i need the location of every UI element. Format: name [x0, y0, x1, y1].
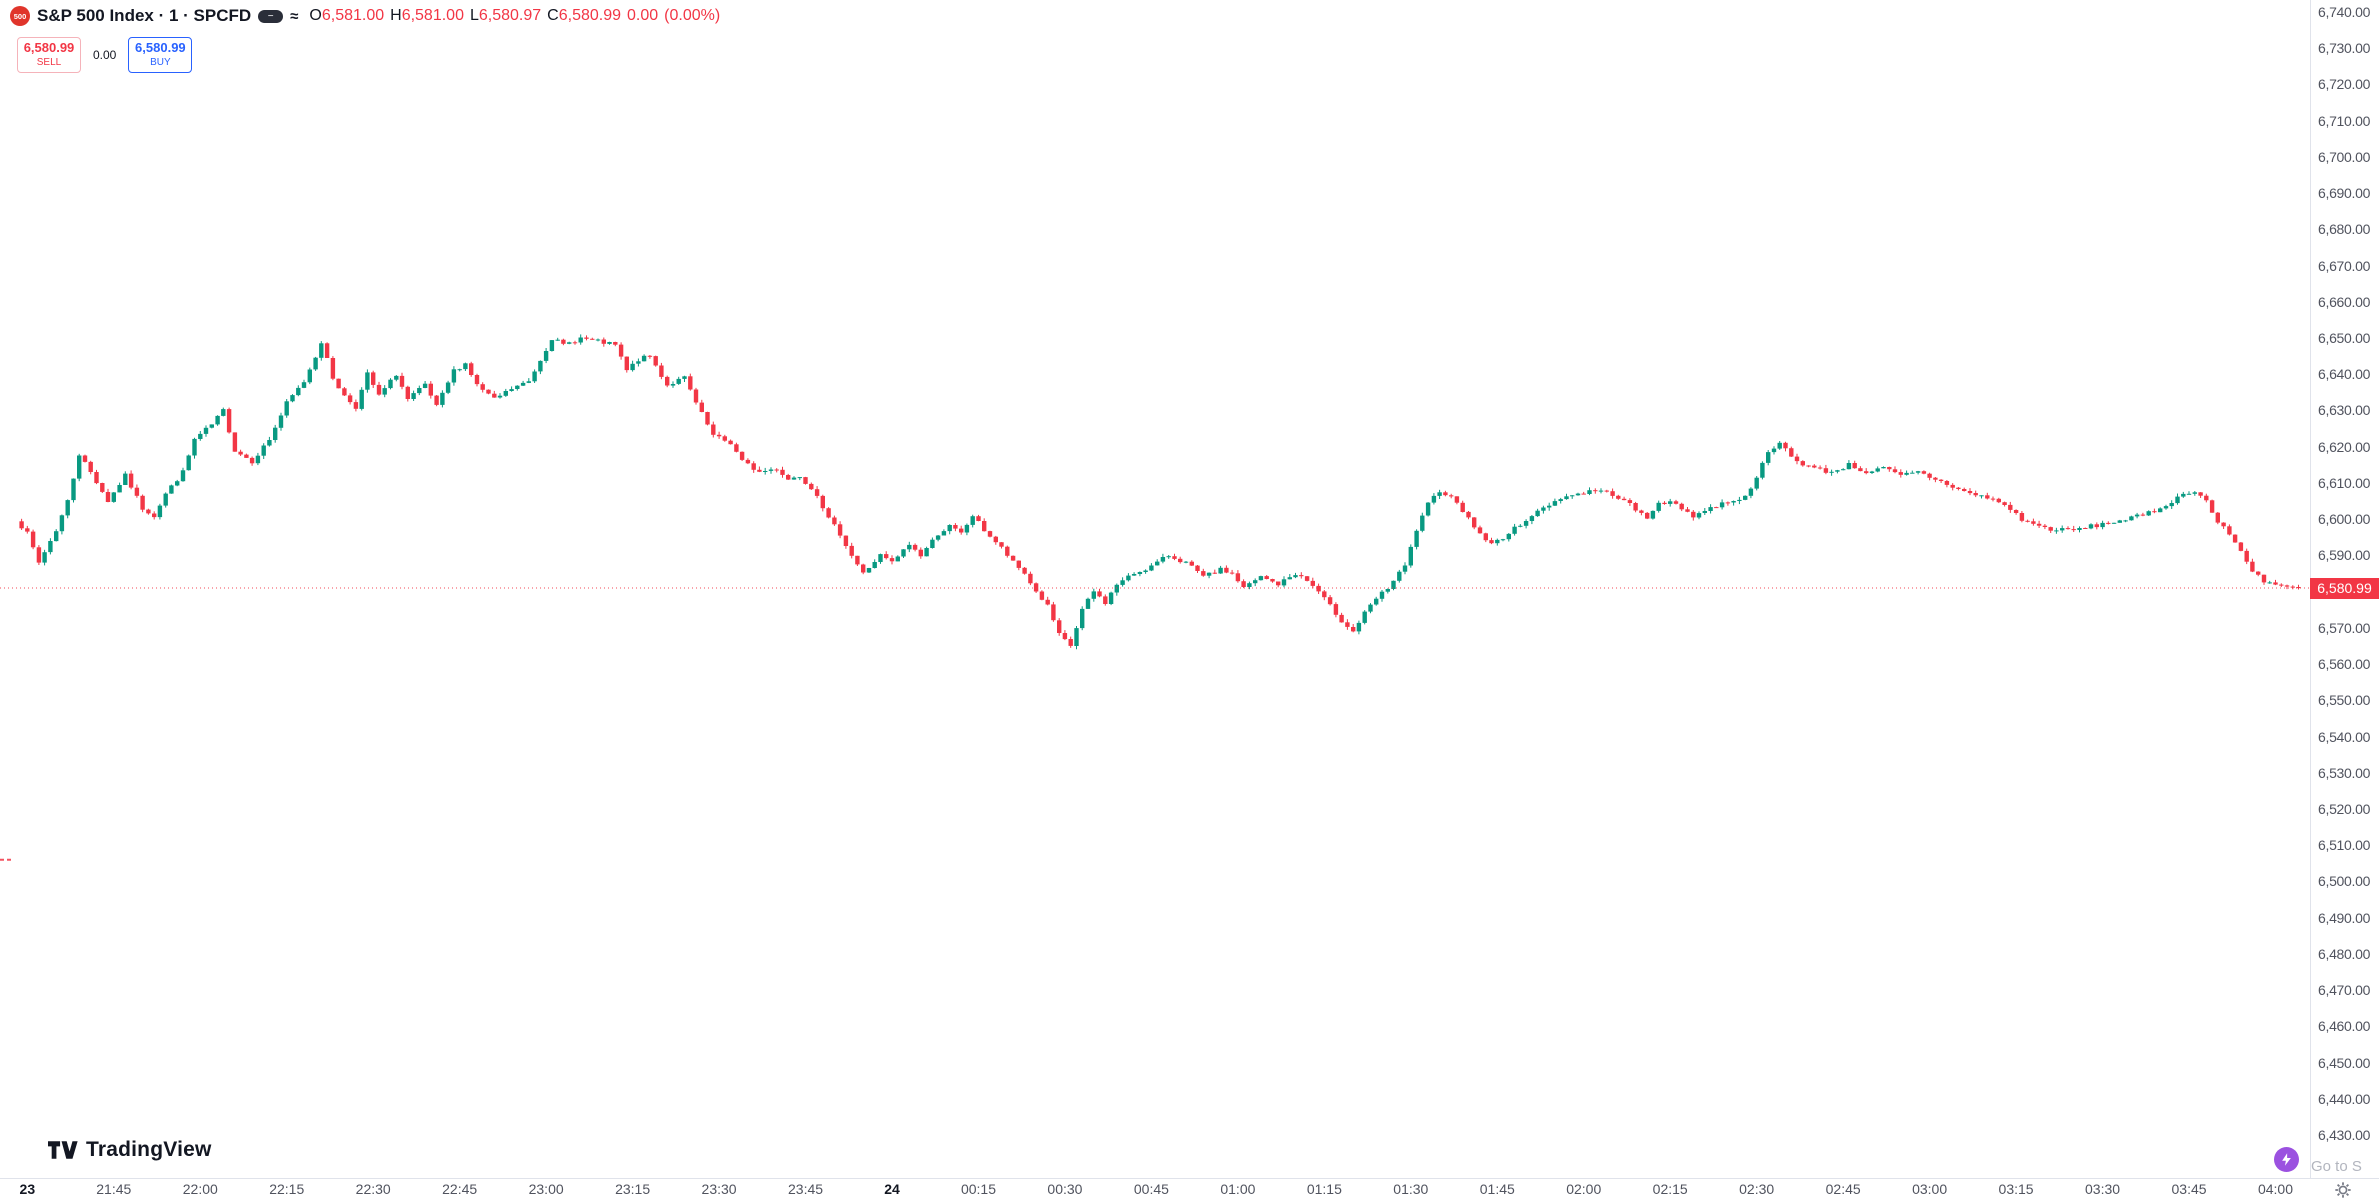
- high-label: H: [390, 7, 402, 24]
- change-value: 0.00: [627, 7, 659, 24]
- low-label: L: [469, 7, 479, 24]
- price-tick-label: 6,650.00: [2318, 330, 2371, 347]
- price-tick-label: 6,620.00: [2318, 438, 2371, 455]
- buy-label: BUY: [150, 57, 171, 69]
- buy-price: 6,580.99: [135, 40, 186, 56]
- symbol-header: 500 S&P 500 Index · 1 · SPCFD − ≈ O6,581…: [10, 6, 720, 26]
- price-tick-label: 6,570.00: [2318, 619, 2371, 636]
- sell-price: 6,580.99: [23, 40, 75, 56]
- price-tick-label: 6,690.00: [2318, 185, 2371, 202]
- price-tick-label: 6,430.00: [2318, 1127, 2371, 1143]
- price-tick-label: 6,490.00: [2318, 909, 2371, 926]
- time-tick-label: 02:15: [1652, 1181, 1688, 1197]
- time-tick-label: 02:30: [1739, 1181, 1775, 1197]
- time-tick-label: 00:45: [1133, 1181, 1169, 1197]
- tradingview-logo-text: TradingView: [86, 1138, 212, 1161]
- price-tick-label: 6,660.00: [2318, 293, 2371, 310]
- time-tick-label: 22:30: [355, 1181, 391, 1197]
- price-tick-label: 6,480.00: [2318, 945, 2371, 962]
- time-tick-label: 01:45: [1479, 1181, 1515, 1197]
- low-value: 6,580.97: [478, 7, 542, 24]
- price-tick-label: 6,470.00: [2318, 982, 2371, 999]
- close-label: C: [547, 7, 559, 24]
- price-tick-label: 6,680.00: [2318, 221, 2371, 238]
- time-tick-label: 01:15: [1306, 1181, 1342, 1197]
- symbol-title[interactable]: S&P 500 Index · 1 · SPCFD: [37, 6, 252, 25]
- price-tick-label: 6,640.00: [2318, 366, 2371, 383]
- open-value: 6,581.00: [321, 7, 385, 24]
- ohlc-close: C6,580.99: [547, 7, 621, 25]
- time-tick-label: 24: [884, 1181, 900, 1197]
- time-tick-label: 00:15: [960, 1181, 996, 1197]
- candlestick-series: [0, 334, 2310, 861]
- ohlc-high: H6,581.00: [390, 7, 464, 25]
- tradingview-logo[interactable]: TradingView: [48, 1138, 212, 1162]
- price-tick-label: 6,710.00: [2318, 112, 2371, 129]
- price-tick-label: 6,740.00: [2318, 4, 2371, 20]
- ohlc-low: L6,580.97: [470, 7, 541, 25]
- time-tick-label: 01:30: [1393, 1181, 1429, 1197]
- time-tick-label: 23:30: [701, 1181, 737, 1197]
- time-tick-label: 22:00: [182, 1181, 218, 1197]
- close-value: 6,580.99: [558, 7, 621, 24]
- time-tick-label: 22:45: [442, 1181, 478, 1197]
- price-tick-label: 6,560.00: [2318, 656, 2371, 673]
- sell-button[interactable]: 6,580.99 SELL: [17, 37, 81, 73]
- time-tick-label: 04:00: [2257, 1181, 2294, 1197]
- symbol-logo-icon[interactable]: 500: [10, 6, 30, 26]
- price-tick-label: 6,600.00: [2318, 511, 2371, 528]
- tradingview-logo-icon: [48, 1141, 78, 1159]
- time-tick-label: 23:15: [615, 1181, 651, 1197]
- price-tick-label: 6,500.00: [2318, 873, 2371, 890]
- time-tick-label: 02:45: [1825, 1181, 1861, 1197]
- approx-icon[interactable]: ≈: [290, 7, 299, 25]
- time-tick-label: 00:30: [1047, 1181, 1083, 1197]
- time-tick-label: 03:15: [1998, 1181, 2034, 1197]
- sell-label: SELL: [36, 57, 62, 69]
- change-percent: (0.00%): [664, 7, 721, 24]
- price-tick-label: 6,460.00: [2318, 1018, 2371, 1035]
- market-status-icon[interactable]: −: [258, 9, 284, 23]
- price-tick-label: 6,520.00: [2318, 800, 2371, 817]
- price-tick-label: 6,590.00: [2318, 547, 2371, 564]
- price-tick-label: 6,720.00: [2318, 76, 2371, 93]
- time-tick-label: 22:15: [269, 1181, 305, 1197]
- price-tick-label: 6,510.00: [2318, 837, 2371, 854]
- time-axis[interactable]: 23 21:45 22:00 22:15 22:30 22:45 23:00 23:15 23:…: [0, 1178, 2379, 1200]
- price-tick-label: 6,670.00: [2318, 257, 2371, 274]
- price-tick-label: 6,610.00: [2318, 474, 2371, 491]
- open-label: O: [309, 7, 322, 24]
- time-tick-label: 02:00: [1566, 1181, 1602, 1197]
- time-tick-label: 03:00: [1912, 1181, 1948, 1197]
- time-tick-label: 03:45: [2171, 1181, 2207, 1197]
- lightning-icon[interactable]: [2274, 1147, 2299, 1172]
- chart-canvas[interactable]: [0, 0, 2310, 1178]
- time-tick-label: 21:45: [96, 1181, 132, 1197]
- current-price-tag: 6,580.99: [2310, 577, 2379, 599]
- time-tick-label: 03:30: [2085, 1181, 2121, 1197]
- ohlc-open: O6,581.00: [309, 7, 384, 25]
- price-tick-label: 6,540.00: [2318, 728, 2371, 745]
- goto-hint-text: Go to S: [2311, 1158, 2362, 1175]
- buy-button[interactable]: 6,580.99 BUY: [128, 37, 193, 73]
- price-tick-label: 6,530.00: [2318, 764, 2371, 781]
- price-tick-label: 6,700.00: [2318, 148, 2371, 165]
- time-tick-label: 23: [19, 1181, 36, 1197]
- price-tick-label: 6,550.00: [2318, 692, 2371, 709]
- price-tick-label: 6,630.00: [2318, 402, 2371, 419]
- spread-value: 0.00: [93, 48, 117, 62]
- price-tick-label: 6,440.00: [2318, 1090, 2371, 1107]
- time-tick-label: 23:45: [788, 1181, 824, 1197]
- time-tick-label: 01:00: [1220, 1181, 1256, 1197]
- price-tick-label: 6,730.00: [2318, 40, 2371, 57]
- price-tick-label: 6,450.00: [2318, 1054, 2371, 1071]
- high-value: 6,581.00: [401, 7, 464, 24]
- gear-icon[interactable]: [2334, 1181, 2352, 1199]
- ohlc-values: O6,581.00 H6,581.00 L6,580.97 C6,580.99 …: [309, 7, 720, 25]
- time-tick-label: 23:00: [528, 1181, 564, 1197]
- trade-panel: 6,580.99 SELL 0.00 6,580.99 BUY: [17, 37, 193, 73]
